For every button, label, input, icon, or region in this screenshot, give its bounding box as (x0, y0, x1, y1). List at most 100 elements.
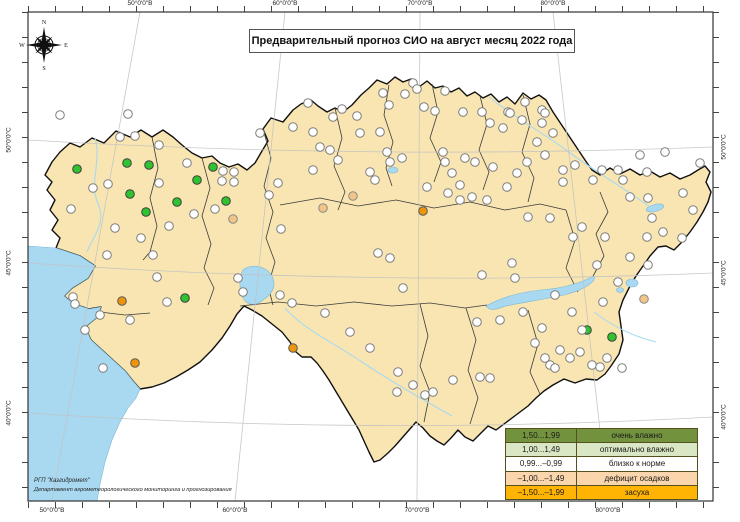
station-point (558, 177, 568, 187)
station-point (162, 297, 172, 307)
station-point (189, 209, 199, 219)
station-point (408, 380, 418, 390)
station-point (95, 310, 105, 320)
station-point (218, 166, 228, 176)
station-point (130, 358, 140, 368)
station-point (228, 214, 238, 224)
compass-e-label: E (64, 43, 68, 49)
credit-org: РГП "Казгидромет" (34, 478, 90, 484)
station-point (695, 158, 705, 168)
station-point (467, 192, 477, 202)
station-point (555, 345, 565, 355)
station-point (613, 277, 623, 287)
station-point (393, 367, 403, 377)
station-point (472, 317, 482, 327)
station-point (373, 248, 383, 258)
station-point (303, 98, 313, 108)
lake-balkhash (485, 275, 595, 310)
station-point (418, 206, 428, 216)
axis-label-right: 50°0'0"С (720, 134, 728, 160)
station-point (375, 127, 385, 137)
station-point (440, 86, 450, 96)
legend: 1,50...1,99 очень влажно 1,00...1,49 оптима… (505, 428, 698, 500)
legend-label: засуха (624, 487, 650, 497)
station-point (255, 128, 265, 138)
station-point (488, 162, 498, 172)
station-point (567, 307, 577, 317)
station-point (505, 108, 515, 118)
ili-river (593, 311, 657, 343)
station-point (98, 363, 108, 373)
axis-label-left: 45°0'0"С (5, 250, 13, 276)
legend-label: оптимально влажно (599, 445, 675, 455)
station-point (325, 145, 335, 155)
compass-n-label: N (42, 20, 47, 26)
station-point (337, 104, 347, 114)
legend-range: 1,00...1,49 (506, 443, 577, 457)
legend-row: 1,50...1,99 очень влажно (506, 429, 697, 443)
axis-ticks-bottom (28, 502, 713, 508)
station-point (643, 193, 653, 203)
station-point (154, 140, 164, 150)
station-point (678, 188, 688, 198)
station-point (545, 213, 555, 223)
station-point (117, 296, 127, 306)
station-point (688, 205, 698, 215)
station-point (537, 323, 547, 333)
station-point (110, 223, 120, 233)
credit-dept: Департамент агрометеорологического монит… (34, 487, 232, 494)
station-point (448, 375, 458, 385)
axis-label-left: 50°0'0"С (5, 127, 13, 153)
station-point (477, 107, 487, 117)
station-point (658, 227, 668, 237)
map-title: Предварительный прогноз СИО на август ме… (249, 29, 575, 53)
station-point (540, 150, 550, 160)
station-point (430, 106, 440, 116)
station-point (164, 221, 174, 231)
legend-range: –1,00...–1,49 (506, 471, 577, 485)
syrdarya-river (284, 307, 453, 417)
station-point (275, 290, 285, 300)
station-point (80, 325, 90, 335)
station-point (475, 372, 485, 382)
station-point (264, 190, 274, 200)
lake-zaysan (645, 203, 665, 213)
station-point (625, 192, 635, 202)
station-point (575, 347, 585, 357)
station-point (438, 147, 448, 157)
station-point (443, 188, 453, 198)
station-point (392, 387, 402, 397)
station-point (180, 293, 190, 303)
axis-ticks-top (28, 6, 713, 12)
compass-s-label: S (42, 66, 45, 72)
station-point (642, 232, 652, 242)
station-point (613, 165, 623, 175)
station-point (397, 153, 407, 163)
station-point (412, 84, 422, 94)
station-point (308, 165, 318, 175)
station-point (577, 222, 587, 232)
legend-label: очень влажно (611, 431, 663, 441)
station-point (570, 160, 580, 170)
station-point (115, 132, 125, 142)
map-title-text: Предварительный прогноз СИО на август ме… (251, 35, 573, 47)
station-point (172, 197, 182, 207)
station-point (419, 102, 429, 112)
station-point (136, 233, 146, 243)
station-point (677, 233, 687, 243)
axis-label-bottom: 50°0'0"В (39, 507, 65, 514)
station-point (602, 353, 612, 363)
axis-label-right: 40°0'0"С (720, 404, 728, 430)
station-point (597, 165, 607, 175)
station-point (125, 315, 135, 325)
station-point (384, 100, 394, 110)
axis-label-left: 40°0'0"С (5, 400, 13, 426)
station-point (587, 360, 597, 370)
station-point (382, 147, 392, 157)
station-point (595, 362, 605, 372)
legend-range: 0,99...–0,99 (506, 457, 577, 471)
station-point (315, 142, 325, 152)
station-point (288, 343, 298, 353)
station-point (565, 353, 575, 363)
